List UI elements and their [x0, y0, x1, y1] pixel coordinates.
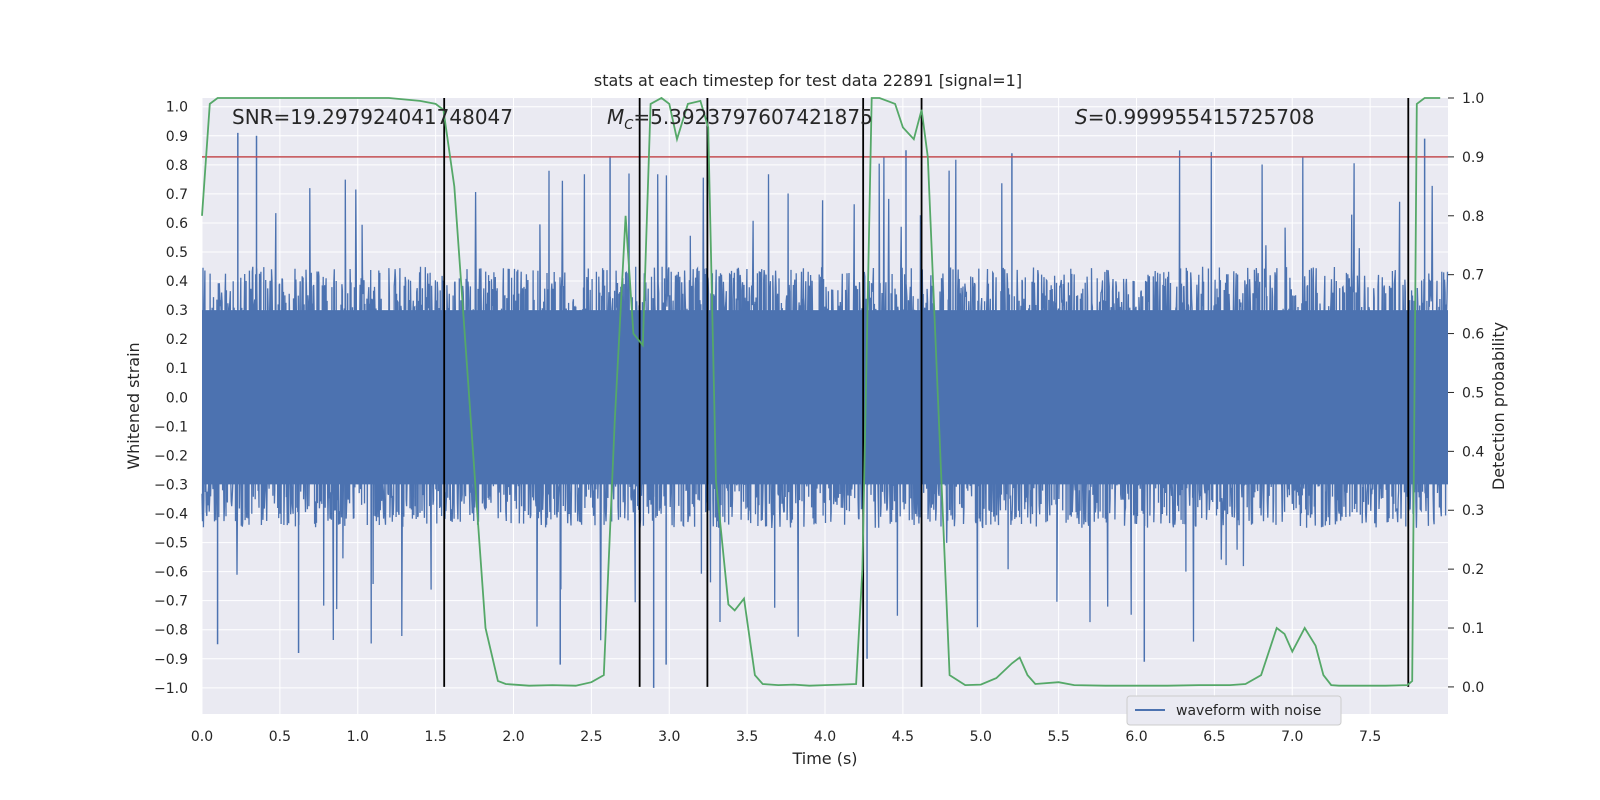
y-left-tick-label: 1.0 [166, 100, 188, 116]
waveform-series [201, 132, 1449, 688]
x-tick-label: 1.5 [424, 729, 446, 745]
y-left-tick-label: −0.7 [154, 594, 188, 610]
x-tick-label: 5.5 [1047, 729, 1069, 745]
y-left-tick-label: 0.3 [166, 303, 188, 319]
y-right-tick-label: 0.8 [1462, 209, 1484, 225]
y-left-tick-label: −0.4 [154, 507, 188, 523]
y-left-tick-label: −0.8 [154, 623, 188, 639]
y-left-tick-label: −0.2 [154, 448, 188, 464]
y-right-tick-label: 0.2 [1462, 562, 1484, 578]
waveform-core [202, 310, 1448, 485]
y-left-tick-label: −0.1 [154, 419, 188, 435]
y-left-axis-ticks: 1.0 0.9 0.8 0.7 0.6 0.5 0.4 0.3 0.2 0.1 0.0 −0.1 −0.… [154, 100, 188, 697]
y-right-axis-ticks: 1.0 0.9 0.8 0.7 0.6 0.5 0.4 0.3 0.2 0.1 0.0 [1448, 91, 1484, 696]
y-left-axis-label: Whitened strain [124, 342, 143, 469]
y-left-tick-label: −0.9 [154, 652, 188, 668]
x-tick-label: 4.0 [814, 729, 836, 745]
y-left-tick-label: 0.6 [166, 216, 188, 232]
chirp-mass-annotation: MC=5.3923797607421875 [607, 105, 873, 133]
x-tick-label: 7.5 [1359, 729, 1381, 745]
y-right-tick-label: 1.0 [1462, 91, 1484, 107]
y-left-tick-label: 0.7 [166, 187, 188, 203]
x-tick-label: 5.0 [970, 729, 992, 745]
y-left-tick-label: 0.5 [166, 245, 188, 261]
y-right-tick-label: 0.4 [1462, 444, 1484, 460]
x-tick-label: 2.0 [502, 729, 524, 745]
y-left-tick-label: 0.2 [166, 332, 188, 348]
x-tick-label: 4.5 [892, 729, 914, 745]
x-tick-label: 1.0 [347, 729, 369, 745]
y-right-tick-label: 0.5 [1462, 385, 1484, 401]
s-symbol: S [1075, 105, 1088, 129]
y-left-tick-label: 0.0 [166, 390, 188, 406]
y-left-tick-label: −0.5 [154, 536, 188, 552]
y-left-tick-label: −1.0 [154, 681, 188, 697]
x-tick-label: 3.5 [736, 729, 758, 745]
snr-annotation: SNR=19.297924041748047 [232, 105, 513, 129]
x-tick-label: 2.5 [580, 729, 602, 745]
probability-series [201, 96, 1441, 687]
chart-title: stats at each timestep for test data 228… [594, 71, 1022, 90]
mc-subscript: C [624, 118, 634, 133]
y-left-tick-label: 0.9 [166, 129, 188, 145]
x-tick-label: 0.5 [269, 729, 291, 745]
y-right-tick-label: 0.7 [1462, 268, 1484, 284]
s-value: =0.999955415725708 [1088, 105, 1315, 129]
y-right-tick-label: 0.6 [1462, 327, 1484, 343]
y-right-tick-label: 0.3 [1462, 503, 1484, 519]
x-tick-label: 6.0 [1125, 729, 1147, 745]
event-lines [443, 98, 1410, 687]
significance-annotation: S=0.999955415725708 [1075, 105, 1314, 129]
probability-line [201, 96, 1441, 687]
y-right-axis-label: Detection probability [1489, 322, 1508, 490]
x-axis-ticks: 0.0 0.5 1.0 1.5 2.0 2.5 3.0 3.5 4.0 4.5 5.0 5.5 6.0 6… [191, 729, 1381, 745]
legend-box [1126, 695, 1342, 726]
x-tick-label: 6.5 [1203, 729, 1225, 745]
x-tick-label: 7.0 [1281, 729, 1303, 745]
mc-value: =5.3923797607421875 [633, 105, 872, 129]
y-right-tick-label: 0.9 [1462, 150, 1484, 166]
x-tick-label: 3.0 [658, 729, 680, 745]
mc-symbol: M [607, 105, 624, 129]
y-left-tick-label: −0.3 [154, 477, 188, 493]
legend-waveform-label: waveform with noise [1176, 703, 1321, 719]
y-left-tick-label: −0.6 [154, 565, 188, 581]
y-right-tick-label: 0.0 [1462, 680, 1484, 696]
y-left-tick-label: 0.8 [166, 158, 188, 174]
legend: waveform with noise [1126, 695, 1342, 726]
y-right-tick-label: 0.1 [1462, 621, 1484, 637]
y-left-tick-label: 0.1 [166, 361, 188, 377]
y-left-tick-label: 0.4 [166, 274, 188, 290]
x-axis-label: Time (s) [791, 749, 857, 768]
x-tick-label: 0.0 [191, 729, 213, 745]
